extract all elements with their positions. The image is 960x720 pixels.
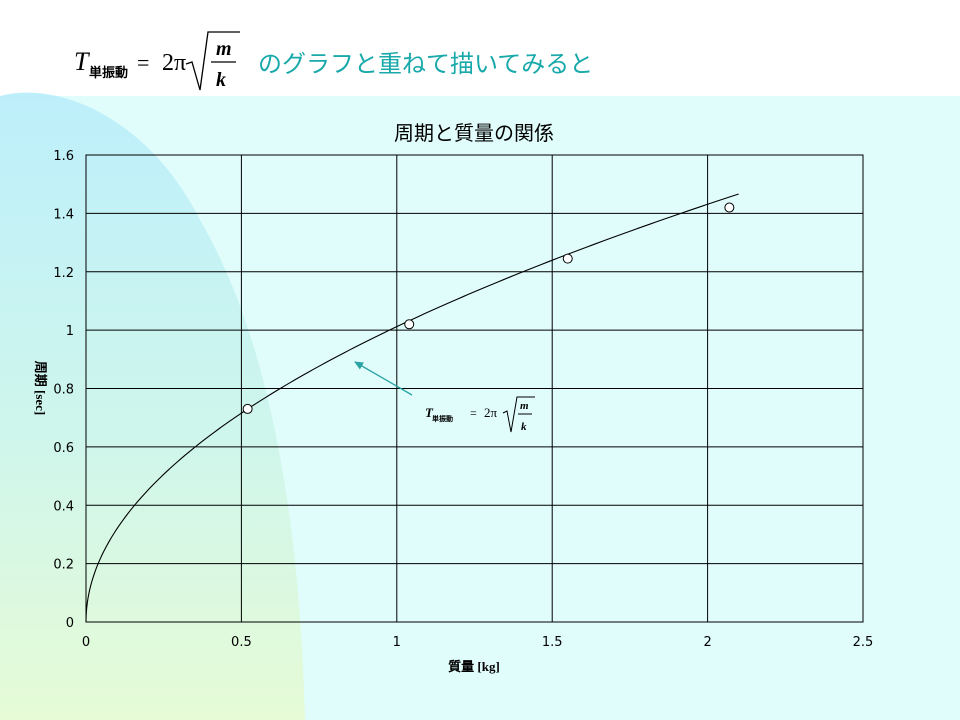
y-tick-label: 0.2 [53, 558, 74, 573]
formula-subscript: 単振動 [89, 65, 128, 81]
annotation-formula: T 単振動 = 2π m k [425, 396, 535, 433]
formula-coef: 2π [162, 50, 186, 76]
annotation-numerator: m [520, 400, 529, 412]
chart-title: 周期と質量の関係 [394, 121, 554, 145]
y-tick-label: 0 [66, 616, 74, 631]
header-formula: T 単振動 = 2π m k [74, 31, 240, 91]
y-tick-labels: 0 0.2 0.4 0.6 0.8 1 1.2 1.4 1.6 [53, 149, 74, 631]
annotation-arrow [354, 361, 413, 396]
data-point [242, 403, 253, 414]
formula-equals: = [137, 50, 149, 75]
y-tick-label: 1 [66, 324, 74, 339]
y-axis-label: 周期 [sec] [33, 361, 48, 416]
x-tick-label: 0.5 [231, 635, 252, 650]
y-tick-label: 1.6 [53, 149, 74, 164]
header-band [0, 0, 960, 96]
header-caption: のグラフと重ねて描いてみると [258, 50, 593, 78]
annotation-subscript: 単振動 [432, 414, 453, 423]
x-tick-label: 2 [703, 635, 711, 650]
formula-numerator: m [216, 38, 232, 60]
formula-sqrt-sign [185, 31, 240, 91]
x-axis-label: 質量 [kg] [448, 659, 500, 674]
data-points [242, 202, 735, 414]
y-tick-label: 0.8 [53, 383, 74, 398]
x-tick-label: 2.5 [853, 635, 874, 650]
data-point [562, 253, 573, 264]
annotation-coef: 2π [484, 405, 498, 420]
annotation-sqrt-sign [502, 396, 535, 433]
gridlines [86, 155, 863, 622]
y-tick-label: 1.4 [53, 207, 74, 222]
annotation-equals: = [470, 406, 477, 420]
x-tick-label: 1 [393, 635, 401, 650]
y-tick-label: 1.2 [53, 266, 74, 281]
x-tick-label: 0 [82, 635, 90, 650]
y-tick-label: 0.4 [53, 499, 74, 514]
data-point [724, 202, 735, 213]
x-tick-label: 1.5 [542, 635, 563, 650]
formula-T: T [74, 47, 90, 76]
formula-denominator: k [216, 69, 226, 91]
x-tick-labels: 0 0.5 1 1.5 2 2.5 [82, 635, 873, 650]
annotation-T: T [425, 405, 434, 420]
data-point [404, 319, 415, 330]
annotation-denominator: k [521, 421, 527, 433]
y-tick-label: 0.6 [53, 441, 74, 456]
